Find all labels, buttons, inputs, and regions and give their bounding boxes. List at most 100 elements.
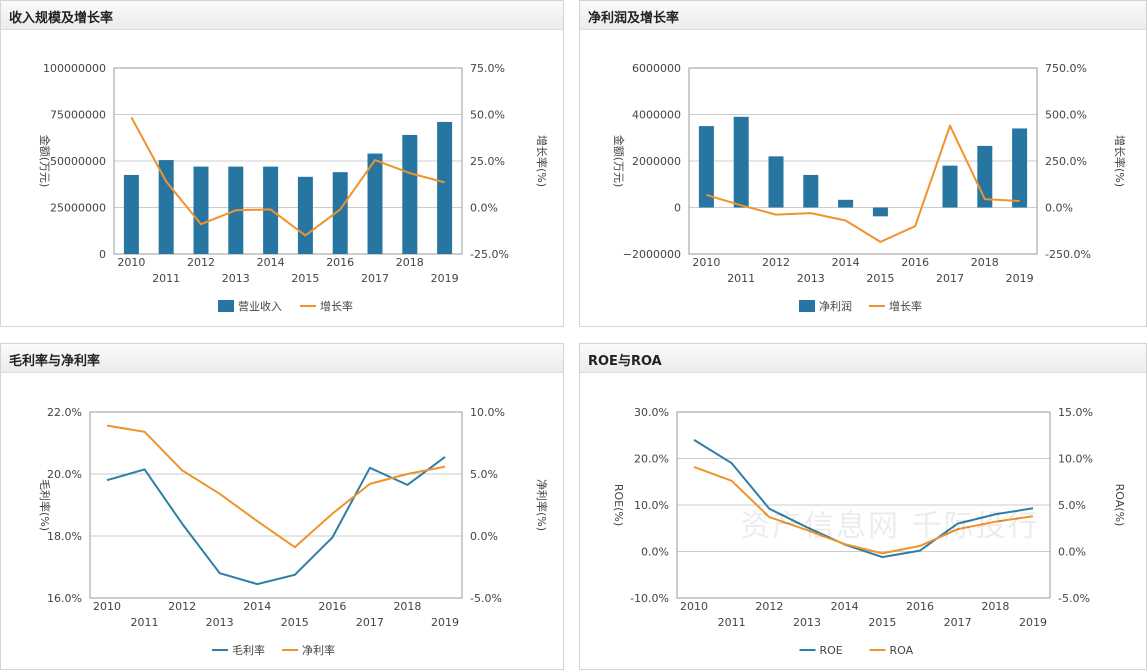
x-tick-label: 2010 xyxy=(680,600,708,613)
y-tick-label: 20.0% xyxy=(634,453,669,466)
bar xyxy=(297,176,313,254)
bar xyxy=(698,126,714,208)
x-tick-label: 2016 xyxy=(318,600,346,613)
panel-header: 毛利率与净利率 xyxy=(1,344,563,373)
x-tick-label: 2015 xyxy=(291,272,319,285)
series-line xyxy=(106,424,446,549)
x-tick-label: 2010 xyxy=(117,256,145,269)
y-tick-label: −2000000 xyxy=(623,248,681,261)
x-tick-label: 2019 xyxy=(431,616,459,629)
x-tick-label: 2015 xyxy=(866,272,894,285)
bar xyxy=(733,116,749,208)
y-tick-label: 22.0% xyxy=(47,406,82,419)
x-tick-label: 2015 xyxy=(868,616,896,629)
y2-tick-label: 10.0% xyxy=(1058,453,1093,466)
panel-title: 收入规模及增长率 xyxy=(9,11,114,26)
x-tick-label: 2015 xyxy=(281,616,309,629)
x-tick-label: 2013 xyxy=(793,616,821,629)
y2-tick-label: 0.0% xyxy=(470,202,498,215)
x-tick-label: 2017 xyxy=(936,272,964,285)
roe-roa-panel: ROE与ROA -10.0% 0.0% 10.0% 20.0% 30.0% -5.0% 0.… xyxy=(579,343,1147,670)
bar xyxy=(768,156,784,208)
roe-roa-chart: -10.0% 0.0% 10.0% 20.0% 30.0% -5.0% 0.0% 5.0% 10… xyxy=(612,406,1126,657)
bar xyxy=(158,160,174,254)
x-tick-label: 2012 xyxy=(187,256,215,269)
margin-chart: 16.0% 18.0% 20.0% 22.0% -5.0% 0.0% 5.0% 10.0% 毛利… xyxy=(38,406,549,657)
x-tick-label: 2010 xyxy=(692,256,720,269)
bar xyxy=(123,174,139,254)
y-tick-label: 10.0% xyxy=(634,499,669,512)
bar xyxy=(437,121,453,254)
x-tick-label: 2012 xyxy=(755,600,783,613)
bar xyxy=(803,174,819,208)
x-tick-label: 2016 xyxy=(901,256,929,269)
legend-label: 增长率 xyxy=(889,299,922,313)
bar xyxy=(838,199,854,208)
series-line xyxy=(693,439,1034,559)
x-tick-label: 2014 xyxy=(832,256,860,269)
series-line xyxy=(130,116,445,237)
plot-area xyxy=(676,411,1051,599)
legend-label: 毛利率 xyxy=(232,643,265,657)
y-tick-label: 30.0% xyxy=(634,406,669,419)
x-tick-label: 2018 xyxy=(396,256,424,269)
y-tick-label: 20.0% xyxy=(47,468,82,481)
x-tick-label: 2018 xyxy=(393,600,421,613)
y2-axis-title: 增长率(%) xyxy=(535,135,549,187)
y2-tick-label: 500.0% xyxy=(1045,109,1087,122)
net-profit-panel: 净利润及增长率 −2000000 0 2000000 4000000 6000000 -2… xyxy=(579,0,1147,327)
bar xyxy=(193,166,209,254)
y2-axis-title: 增长率(%) xyxy=(1113,135,1127,187)
y-tick-label: 75000000 xyxy=(50,109,106,122)
x-tick-label: 2017 xyxy=(944,616,972,629)
series-line xyxy=(106,456,446,586)
x-tick-label: 2019 xyxy=(1019,616,1047,629)
plot-area xyxy=(113,67,463,255)
y-axis-title: ROE(%) xyxy=(612,484,625,526)
y2-tick-label: 10.0% xyxy=(470,406,505,419)
y2-tick-label: 75.0% xyxy=(470,62,505,75)
x-tick-label: 2014 xyxy=(243,600,271,613)
x-tick-label: 2010 xyxy=(93,600,121,613)
y-tick-label: 18.0% xyxy=(47,530,82,543)
panel-header: ROE与ROA xyxy=(580,344,1146,373)
y-tick-label: 50000000 xyxy=(50,155,106,168)
legend-label: 净利率 xyxy=(302,643,335,657)
bar xyxy=(872,207,888,217)
series-line xyxy=(706,124,1020,243)
y-tick-label: 4000000 xyxy=(632,109,681,122)
x-tick-label: 2016 xyxy=(326,256,354,269)
legend-label: ROA xyxy=(890,644,914,657)
legend-label: 净利润 xyxy=(819,299,852,313)
x-tick-label: 2014 xyxy=(257,256,285,269)
legend-label: 营业收入 xyxy=(238,299,282,313)
x-tick-label: 2012 xyxy=(762,256,790,269)
y-tick-label: 100000000 xyxy=(43,62,106,75)
y2-tick-label: -25.0% xyxy=(470,248,509,261)
x-tick-label: 2013 xyxy=(797,272,825,285)
y2-tick-label: -5.0% xyxy=(470,592,502,605)
y2-tick-label: 0.0% xyxy=(470,530,498,543)
x-tick-label: 2019 xyxy=(431,272,459,285)
bar xyxy=(1012,128,1028,208)
plot-area xyxy=(688,67,1038,255)
revenue-panel: 收入规模及增长率 0 25000000 50000000 75000000 100000… xyxy=(0,0,564,327)
y2-tick-label: 250.0% xyxy=(1045,155,1087,168)
y2-axis-title: 净利率(%) xyxy=(535,479,549,531)
x-tick-label: 2019 xyxy=(1006,272,1034,285)
panel-title: 毛利率与净利率 xyxy=(9,354,101,369)
x-tick-label: 2011 xyxy=(727,272,755,285)
x-tick-label: 2012 xyxy=(168,600,196,613)
watermark: 资产信息网 千际投行 xyxy=(740,509,1040,544)
panel-title: 净利润及增长率 xyxy=(588,11,680,26)
x-tick-label: 2018 xyxy=(971,256,999,269)
y2-tick-label: -5.0% xyxy=(1058,592,1090,605)
x-tick-label: 2011 xyxy=(152,272,180,285)
x-tick-label: 2013 xyxy=(222,272,250,285)
y-axis-title: 金额(万元) xyxy=(612,135,626,188)
y-tick-label: 2000000 xyxy=(632,155,681,168)
x-tick-label: 2014 xyxy=(831,600,859,613)
legend-swatch xyxy=(218,300,234,312)
y-tick-label: 16.0% xyxy=(47,592,82,605)
y-tick-label: -10.0% xyxy=(630,592,669,605)
